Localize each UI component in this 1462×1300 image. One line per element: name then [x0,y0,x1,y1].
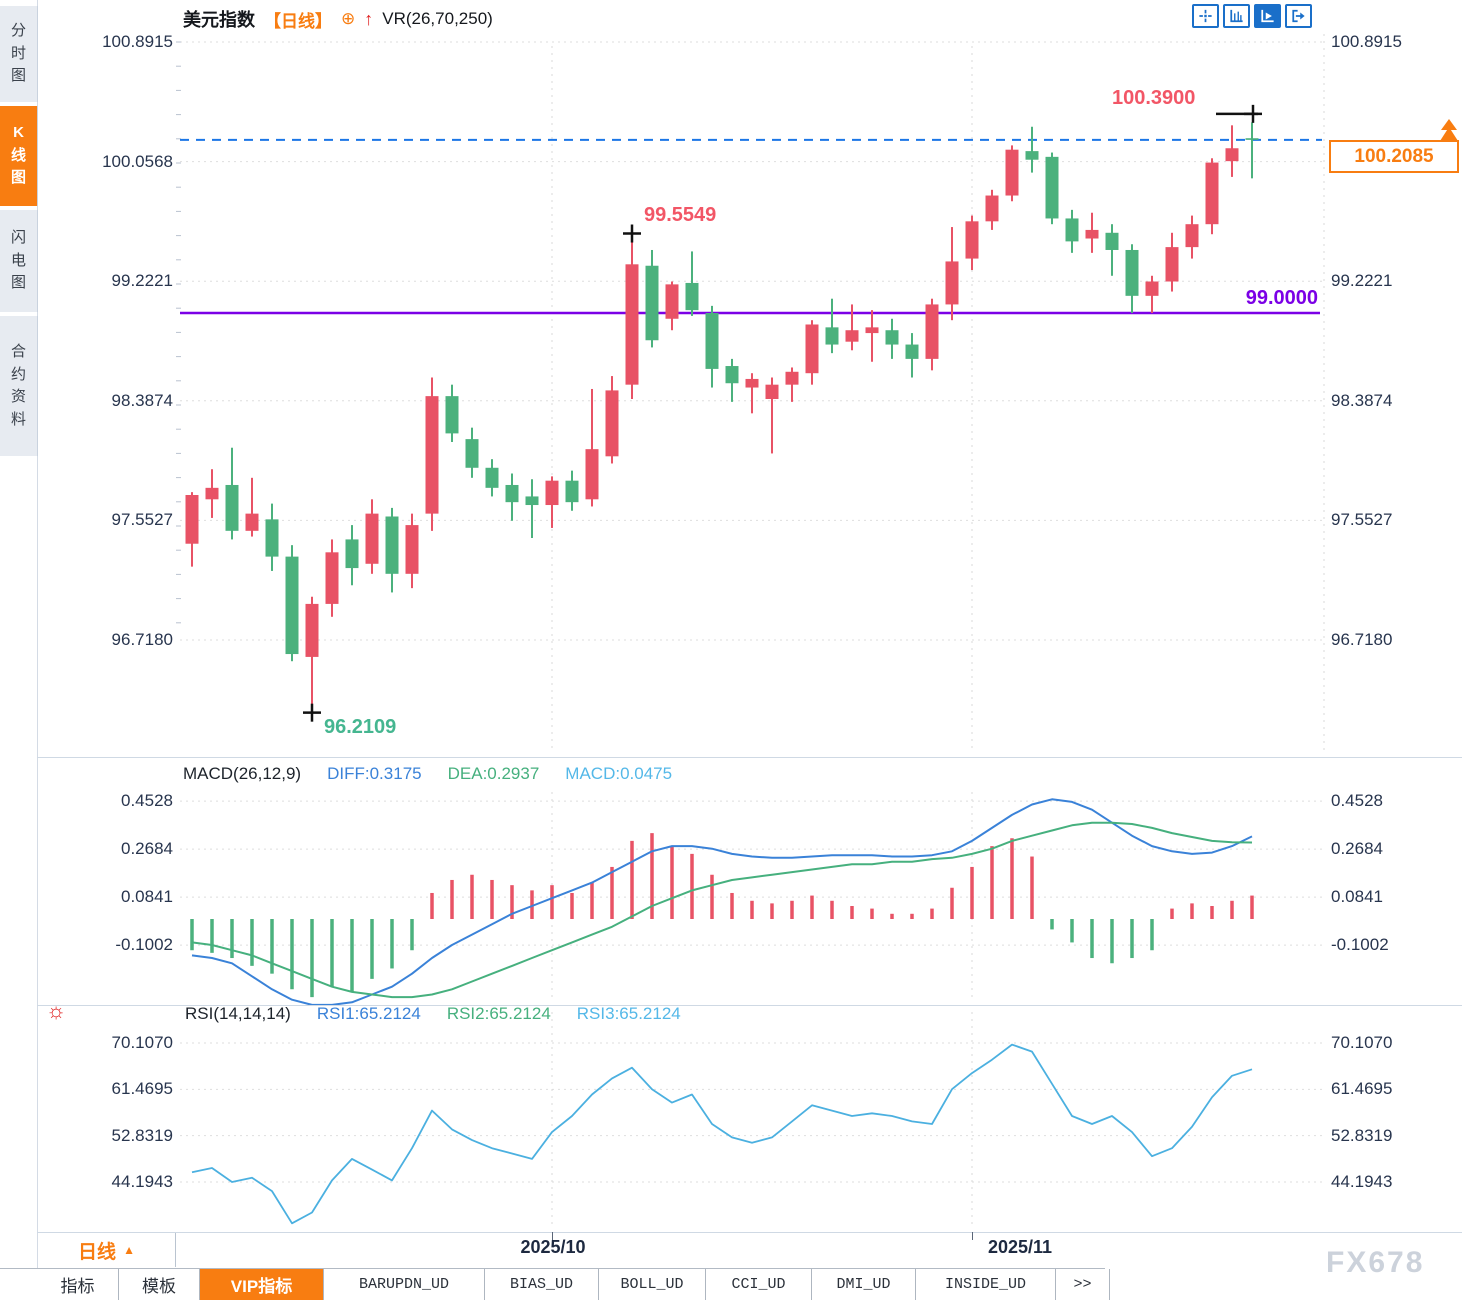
x-axis-tick [972,1232,973,1240]
annotation-support-level: 99.0000 [1245,287,1318,309]
y-tick-label: 97.5527 [111,510,173,530]
sidebar-item-timeline-chart[interactable]: 分时图 [0,6,38,102]
x-axis-label-oct: 2025/10 [520,1237,586,1257]
rsi-header: RSI(14,14,14) RSI1:65.2124 RSI2:65.2124 … [185,1004,681,1024]
period-selector[interactable]: 日线 ▲ [38,1233,176,1267]
y-tick-label: 52.8319 [1331,1125,1393,1145]
chart-toolbar [1192,4,1312,28]
y-tick-label: 100.0568 [102,151,173,171]
y-tick-label: 98.3874 [1331,390,1393,410]
y-tick-label: 44.1943 [111,1172,173,1191]
y-tick-label: 61.4695 [1331,1079,1393,1099]
panel-divider [37,757,1462,758]
tab-more[interactable]: >> [1056,1269,1110,1300]
x-axis-tick [552,1232,553,1240]
indicator-settings-icon[interactable]: ☼ [46,998,67,1023]
annotation-swing-high: 100.3900 [1112,87,1196,109]
collapse-right-button[interactable] [1285,4,1312,28]
y-tick-label: 0.4528 [1331,791,1383,811]
axis-zoom-icon [1230,9,1243,23]
y-tick-label: 0.0841 [1331,887,1383,907]
y-tick-label: 100.8915 [1331,32,1402,51]
y-tick-label: -0.1002 [1331,935,1389,955]
tab-boll-ud[interactable]: BOLL_UD [599,1269,706,1300]
add-indicator-icon[interactable]: ⊕ [341,9,356,28]
rsi2-value: RSI2:65.2124 [446,1004,551,1023]
tabs-top-border [0,1268,1105,1269]
rsi-name: RSI(14,14,14) [185,1004,291,1023]
y-tick-label: 0.4528 [121,791,173,811]
annotation-local-high: 99.5549 [644,204,717,226]
chart-header: 美元指数 【日线】 ⊕ ↑ VR(26,70,250) [183,6,493,32]
macd-diff-value: DIFF:0.3175 [327,764,422,783]
sidebar-item-contract-info[interactable]: 合约资料 [0,316,38,456]
period-dropdown-icon: ▲ [123,1243,135,1257]
period-tag[interactable]: 【日线】 [264,11,332,31]
y-tick-label: 44.1943 [1331,1172,1393,1191]
annotation-swing-low: 96.2109 [324,716,397,738]
y-tick-label: 0.2684 [121,839,173,859]
tab-indicators[interactable]: 指标 [37,1269,119,1300]
crosshair-move-button[interactable] [1192,4,1219,28]
autoplay-scale-button[interactable] [1254,4,1281,28]
macd-header: MACD(26,12,9) DIFF:0.3175 DEA:0.2937 MAC… [183,764,672,784]
y-tick-label: 99.2221 [1331,271,1393,291]
x-axis-label-nov: 2025/11 [987,1237,1053,1257]
rsi3-value: RSI3:65.2124 [576,1004,681,1023]
collapse-right-icon [1292,9,1305,23]
up-arrow-icon: ↑ [364,8,374,29]
tab-dmi-ud[interactable]: DMI_UD [812,1269,916,1300]
macd-macd-value: MACD:0.0475 [565,764,673,783]
tab-vip-indicators[interactable]: VIP指标 [200,1269,324,1300]
period-label: 日线 [78,1241,117,1263]
rsi1-value: RSI1:65.2124 [316,1004,421,1023]
panel-divider [37,1005,1462,1006]
y-tick-label: -0.1002 [115,935,173,955]
watermark: FX678 [1326,1246,1425,1279]
tab-barupdn-ud[interactable]: BARUPDN_UD [324,1269,485,1300]
crosshair-move-icon [1199,9,1212,23]
y-tick-label: 0.2684 [1331,839,1383,859]
macd-dea-value: DEA:0.2937 [447,764,540,783]
y-tick-label: 52.8319 [111,1125,173,1145]
tab-inside-ud[interactable]: INSIDE_UD [916,1269,1056,1300]
vr-indicator-label: VR(26,70,250) [382,9,493,28]
y-tick-label: 97.5527 [1331,510,1393,530]
autoplay-scale-icon [1261,9,1274,23]
instrument-title: 美元指数 [183,10,255,30]
y-tick-label: 61.4695 [111,1079,173,1099]
y-tick-label: 98.3874 [111,390,173,410]
sidebar-item-lightning-chart[interactable]: 闪电图 [0,210,38,312]
y-tick-label: 100.8915 [102,32,173,51]
tab-bias-ud[interactable]: BIAS_UD [485,1269,599,1300]
panel-divider [37,1232,1462,1233]
y-tick-label: 70.1070 [111,1033,173,1052]
y-tick-label: 99.2221 [111,271,173,291]
last-price-badge: 100.2085 [1329,140,1459,173]
axis-zoom-button[interactable] [1223,4,1250,28]
tab-templates[interactable]: 模板 [119,1269,200,1300]
tab-cci-ud[interactable]: CCI_UD [706,1269,812,1300]
indicator-tabs: 指标 模板 VIP指标 BARUPDN_UD BIAS_UD BOLL_UD C… [37,1269,1110,1300]
sidebar-divider [37,0,38,1300]
y-tick-label: 96.7180 [111,630,173,649]
y-tick-label: 0.0841 [121,887,173,907]
y-tick-label: 96.7180 [1331,630,1393,649]
y-tick-label: 70.1070 [1331,1033,1393,1052]
sidebar-item-candlestick-chart[interactable]: K线图 [0,106,38,206]
macd-name: MACD(26,12,9) [183,764,302,783]
